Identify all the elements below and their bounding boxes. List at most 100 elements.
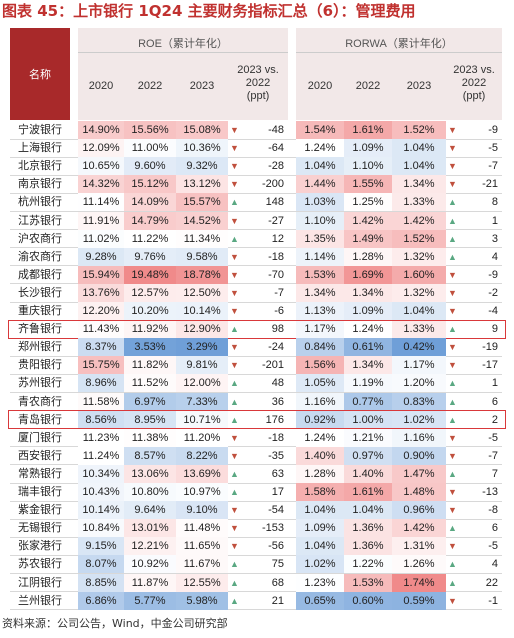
up-triangle-icon: ▲	[230, 414, 239, 425]
bank-name: 瑞丰银行	[18, 485, 62, 498]
row-divider	[10, 355, 502, 357]
rorwa-change-header: 2023 vs. 2022 (ppt)	[453, 64, 495, 102]
rorwa-value-2022: 0.77%	[344, 392, 392, 411]
rorwa-value-2020: 1.17%	[296, 320, 344, 339]
roe-value-2022: 8.57%	[124, 446, 176, 465]
rorwa-change: ▲ 8	[446, 193, 502, 211]
highlight-box	[8, 319, 506, 339]
rorwa-value-2020: 0.92%	[296, 410, 344, 429]
roe-value-2020: 14.90%	[78, 121, 124, 139]
bank-name: 北京银行	[18, 159, 62, 173]
bank-name: 齐鲁银行	[18, 322, 62, 336]
roe-value-2023: 15.08%	[176, 121, 228, 139]
rorwa-value-2022: 1.40%	[344, 464, 392, 483]
up-triangle-icon: ▲	[448, 251, 457, 262]
down-triangle-icon: ▼	[230, 125, 239, 135]
rorwa-change-value: 1	[491, 377, 498, 390]
roe-value-2020: 11.91%	[78, 211, 124, 230]
rorwa-change: ▼ -7	[446, 447, 502, 465]
rorwa-change: ▼ -9	[446, 121, 502, 139]
rorwa-value-2022: 1.34%	[344, 356, 392, 375]
up-triangle-icon: ▲	[448, 414, 457, 425]
down-triangle-icon: ▼	[230, 541, 239, 552]
bank-name: 江苏银行	[18, 213, 62, 227]
row-divider	[10, 609, 502, 611]
down-triangle-icon: ▼	[230, 505, 239, 516]
roe-value-2022: 10.80%	[124, 483, 176, 501]
bank-name: 兰州银行	[18, 593, 62, 607]
roe-value-2022: 10.92%	[124, 555, 176, 574]
roe-change: ▼ -18	[228, 248, 288, 266]
roe-change-value: 176	[265, 413, 284, 426]
rorwa-change: ▼ -7	[446, 157, 502, 175]
down-triangle-icon: ▼	[230, 450, 239, 461]
row-divider	[10, 138, 502, 140]
roe-change-value: -153	[261, 522, 284, 535]
rorwa-change-value: 9	[491, 323, 498, 336]
row-divider	[10, 373, 502, 375]
down-triangle-icon: ▼	[230, 143, 239, 154]
roe-year-header: 2022	[137, 80, 163, 92]
rorwa-value-2020: 1.14%	[296, 247, 344, 266]
bank-name: 张家港行	[18, 539, 62, 553]
roe-value-2020: 11.14%	[78, 193, 124, 212]
rorwa-value-2020: 1.04%	[296, 501, 344, 520]
rorwa-change: ▼ -4	[446, 302, 502, 320]
roe-value-2023: 10.71%	[176, 410, 228, 429]
roe-change-value: -18	[268, 431, 284, 444]
rorwa-change: ▼ -13	[446, 483, 502, 501]
roe-change-value: -18	[268, 250, 284, 263]
row-divider	[10, 265, 502, 267]
rorwa-change: ▲ 1	[446, 212, 502, 230]
roe-change-value: -6	[274, 305, 284, 317]
down-triangle-icon: ▼	[448, 161, 457, 172]
rorwa-value-2022: 1.34%	[344, 283, 392, 302]
rorwa-value-2023: 0.59%	[392, 591, 446, 610]
rorwa-value-2020: 1.54%	[296, 121, 344, 139]
rorwa-value-2022: 1.55%	[344, 175, 392, 194]
rorwa-value-2020: 1.03%	[296, 193, 344, 212]
down-triangle-icon: ▼	[448, 125, 457, 135]
bank-name: 成都银行	[18, 267, 62, 281]
row-divider	[10, 500, 502, 502]
roe-change: ▼ -35	[228, 447, 288, 465]
rorwa-change: ▲ 2	[446, 411, 502, 429]
up-triangle-icon: ▲	[230, 233, 239, 244]
roe-value-2022: 11.82%	[124, 356, 176, 375]
roe-change-header: 2023 vs. 2022 (ppt)	[237, 64, 279, 102]
down-triangle-icon: ▼	[448, 179, 457, 190]
rorwa-change-value: -21	[482, 178, 498, 191]
rorwa-value-2023: 1.48%	[392, 483, 446, 501]
roe-change: ▼ -18	[228, 429, 288, 447]
rorwa-value-2022: 1.36%	[344, 537, 392, 556]
up-triangle-icon: ▲	[448, 468, 457, 479]
rorwa-divider	[296, 52, 502, 53]
rorwa-value-2023: 1.16%	[392, 428, 446, 447]
rorwa-value-2022: 1.49%	[344, 229, 392, 248]
roe-value-2020: 15.75%	[78, 356, 124, 375]
down-triangle-icon: ▼	[448, 269, 457, 280]
bank-name: 常熟银行	[18, 466, 62, 480]
roe-change: ▼ -27	[228, 212, 288, 230]
roe-change: ▲ 36	[228, 393, 288, 411]
bank-name: 苏州银行	[18, 376, 62, 390]
rorwa-change: ▼ -2	[446, 284, 502, 302]
roe-change-value: 63	[271, 467, 284, 480]
row-divider	[10, 446, 502, 448]
down-triangle-icon: ▼	[230, 360, 239, 371]
roe-change-value: -35	[268, 449, 284, 462]
down-triangle-icon: ▼	[230, 287, 239, 298]
roe-value-2022: 9.76%	[124, 247, 176, 266]
roe-change: ▼ -200	[228, 175, 288, 193]
rorwa-change-value: 1	[491, 214, 498, 227]
roe-value-2023: 9.32%	[176, 157, 228, 176]
roe-value-2022: 19.48%	[124, 265, 176, 284]
rorwa-change: ▼ -5	[446, 139, 502, 157]
rorwa-change: ▲ 3	[446, 230, 502, 248]
roe-value-2020: 12.20%	[78, 302, 124, 320]
rorwa-value-2020: 1.05%	[296, 374, 344, 393]
rorwa-value-2023: 0.42%	[392, 338, 446, 357]
roe-value-2022: 11.22%	[124, 229, 176, 248]
rorwa-value-2023: 1.52%	[392, 229, 446, 248]
rorwa-change-value: -2	[488, 286, 498, 299]
